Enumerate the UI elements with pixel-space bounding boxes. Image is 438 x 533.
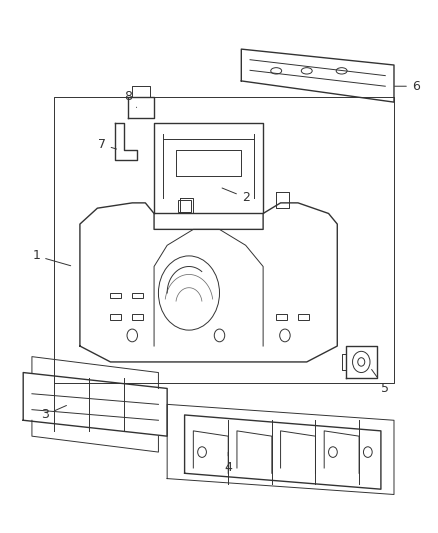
- Text: 3: 3: [41, 406, 66, 422]
- Bar: [276, 314, 286, 319]
- Bar: [110, 293, 121, 298]
- Bar: [132, 314, 143, 319]
- Bar: [297, 314, 308, 319]
- Text: 5: 5: [371, 369, 389, 395]
- Text: 2: 2: [222, 188, 249, 204]
- Bar: [132, 293, 143, 298]
- Text: 7: 7: [98, 138, 116, 151]
- Bar: [178, 200, 191, 212]
- Text: 6: 6: [394, 80, 419, 93]
- Text: 1: 1: [32, 249, 71, 266]
- Bar: [110, 314, 121, 319]
- Text: 8: 8: [124, 90, 136, 108]
- Text: 4: 4: [224, 452, 232, 474]
